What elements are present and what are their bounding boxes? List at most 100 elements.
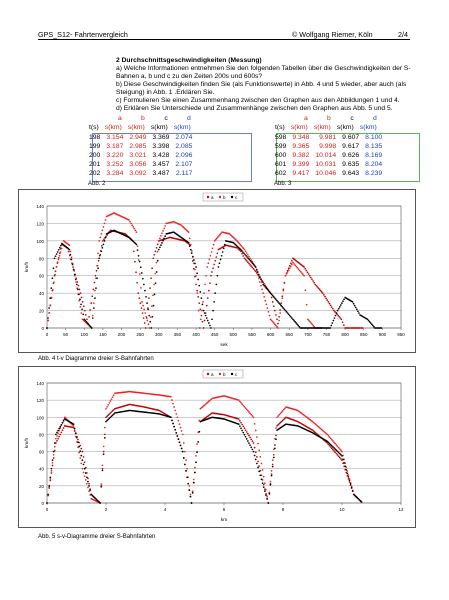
data-point (89, 325, 92, 328)
data-point (189, 243, 192, 246)
data-point (340, 453, 342, 456)
data-point (272, 305, 275, 308)
col-header: s(km) (173, 124, 191, 131)
data-point (243, 257, 246, 260)
data-point (188, 237, 191, 240)
data-point (163, 237, 165, 240)
table-cell: 9.626 (342, 152, 360, 159)
data-point (239, 425, 241, 428)
data-point (97, 500, 99, 502)
data-point (237, 423, 240, 425)
data-point (278, 315, 280, 318)
data-point (80, 454, 83, 457)
data-point (59, 244, 62, 247)
data-point (298, 269, 301, 272)
data-point (99, 502, 101, 504)
data-point (277, 301, 279, 303)
table-cell: 2.085 (175, 143, 193, 150)
header-middle: © Wolfgang Riemer, Köln (292, 30, 373, 39)
data-point (313, 281, 316, 284)
data-point (199, 308, 202, 311)
data-point (200, 314, 203, 317)
data-point (139, 302, 142, 304)
table-row: 602 9.417 10.046 9.643 8.239 (272, 169, 385, 178)
data-point (144, 312, 147, 314)
data-point (192, 481, 195, 484)
data-point (181, 433, 184, 436)
data-point (88, 482, 90, 485)
data-point (83, 309, 86, 312)
data-point (199, 291, 202, 293)
data-point (54, 273, 57, 276)
data-point (207, 262, 210, 265)
data-point (244, 435, 247, 438)
data-point (242, 425, 245, 428)
x-tick-label: 650 (285, 332, 293, 337)
x-tick-label: 4 (164, 507, 167, 512)
data-point (255, 268, 258, 271)
data-point (130, 222, 132, 225)
data-point (162, 230, 164, 232)
data-point (286, 271, 289, 273)
data-point (266, 288, 269, 291)
data-point (269, 480, 272, 483)
table-cell: 199 (89, 143, 101, 150)
table-cell: 3.284 (106, 170, 124, 177)
data-point (110, 415, 113, 418)
data-point (271, 301, 274, 303)
table-cell: 3.457 (152, 161, 170, 168)
data-point (46, 327, 48, 329)
data-point (245, 438, 248, 440)
data-point (303, 274, 305, 277)
data-point (260, 478, 263, 481)
data-point (332, 448, 334, 451)
data-point (137, 254, 140, 257)
table-cell: 9.417 (292, 170, 310, 177)
data-point (333, 317, 336, 319)
data-point (298, 325, 301, 328)
data-point (174, 428, 177, 431)
legend-box (202, 192, 244, 202)
data-point (148, 327, 151, 329)
data-point (147, 308, 149, 311)
data-point (83, 467, 86, 470)
data-point (259, 281, 261, 283)
data-point (96, 277, 98, 280)
data-point (204, 283, 206, 286)
data-point (142, 317, 145, 319)
data-point (302, 273, 304, 276)
data-point (182, 226, 185, 229)
data-point (282, 307, 285, 309)
data-point (49, 476, 52, 479)
data-point (334, 314, 337, 317)
x-axis-label: sek (220, 342, 228, 348)
table-cell: 3.187 (106, 143, 124, 150)
data-point (257, 460, 259, 463)
x-tick-label: 12 (398, 507, 404, 512)
data-point (107, 404, 110, 406)
data-point (240, 427, 242, 430)
data-point (355, 495, 357, 498)
data-point (197, 296, 200, 298)
data-point (347, 474, 350, 476)
data-point (140, 272, 143, 274)
data-point (284, 309, 287, 312)
data-point (360, 327, 363, 329)
data-point (285, 273, 288, 275)
data-point (141, 301, 143, 303)
data-point (248, 255, 250, 258)
data-point (170, 416, 172, 419)
data-point (188, 489, 191, 491)
data-point (312, 280, 314, 282)
table-right: a b c d t(s) s(km) s(km) s(km) s(km) (272, 113, 380, 132)
header-rule (38, 39, 410, 40)
data-point (233, 242, 236, 245)
data-point (196, 443, 198, 445)
data-point (153, 293, 156, 296)
data-point (67, 250, 70, 253)
table-row: 600 9.382 10.014 9.626 8.169 (272, 151, 385, 160)
data-point (62, 420, 65, 422)
data-point (93, 307, 95, 309)
data-point (174, 409, 177, 412)
data-point (343, 324, 345, 326)
